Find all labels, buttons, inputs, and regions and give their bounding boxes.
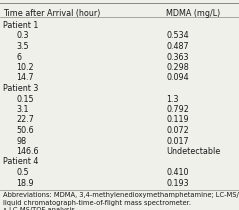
Text: 0.3: 0.3 — [16, 32, 28, 41]
Text: Patient 1: Patient 1 — [3, 21, 38, 30]
Text: 0.363: 0.363 — [166, 52, 189, 62]
Text: 6: 6 — [16, 52, 21, 62]
Text: 18.9: 18.9 — [16, 178, 34, 188]
Text: Abbreviations: MDMA, 3,4-methylenedioxymethamphetamine; LC-MS/TOF,: Abbreviations: MDMA, 3,4-methylenedioxym… — [3, 192, 239, 198]
Text: Patient 4: Patient 4 — [3, 158, 38, 167]
Text: 0.193: 0.193 — [166, 178, 189, 188]
Text: 0.792: 0.792 — [166, 105, 189, 114]
Text: 3.5: 3.5 — [16, 42, 29, 51]
Text: 14.7: 14.7 — [16, 74, 34, 83]
Text: 0.094: 0.094 — [166, 74, 189, 83]
Text: 0.298: 0.298 — [166, 63, 189, 72]
Text: 1.3: 1.3 — [166, 94, 179, 104]
Text: 0.5: 0.5 — [16, 168, 29, 177]
Text: Time after Arrival (hour): Time after Arrival (hour) — [3, 9, 100, 18]
Text: 0.017: 0.017 — [166, 136, 189, 146]
Text: 0.119: 0.119 — [166, 116, 189, 125]
Text: 0.15: 0.15 — [16, 94, 34, 104]
Text: 3.1: 3.1 — [16, 105, 28, 114]
Text: 146.6: 146.6 — [16, 147, 38, 156]
Text: 22.7: 22.7 — [16, 116, 34, 125]
Text: 0.534: 0.534 — [166, 32, 189, 41]
Text: Patient 3: Patient 3 — [3, 84, 38, 93]
Text: MDMA (mg/L): MDMA (mg/L) — [166, 9, 220, 18]
Text: Undetectable: Undetectable — [166, 147, 220, 156]
Text: 0.072: 0.072 — [166, 126, 189, 135]
Text: 98: 98 — [16, 136, 26, 146]
Text: ᴀ LC-MS/TOF analysis.: ᴀ LC-MS/TOF analysis. — [3, 207, 77, 210]
Text: 10.2: 10.2 — [16, 63, 34, 72]
Text: 0.410: 0.410 — [166, 168, 189, 177]
Text: liquid chromatograph-time-of-flight mass spectrometer.: liquid chromatograph-time-of-flight mass… — [3, 200, 191, 206]
Text: 50.6: 50.6 — [16, 126, 34, 135]
Text: 0.487: 0.487 — [166, 42, 189, 51]
